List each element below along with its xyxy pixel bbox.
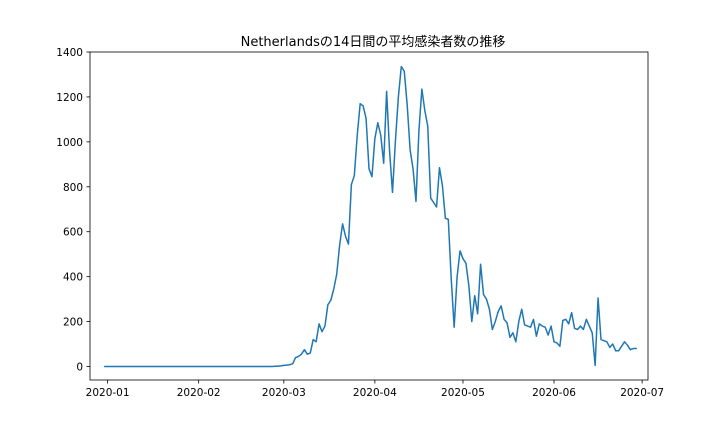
x-tick-label: 2020-03 [262,387,306,399]
y-tick-label: 200 [63,317,83,329]
x-tick-label: 2020-05 [441,387,485,399]
chart-title: Netherlandsの14日間の平均感染者数の推移 [241,34,506,50]
y-axis: 0 200 400 600 800 1000 1200 1400 [56,47,90,374]
x-tick-label: 2020-04 [353,387,397,399]
plot-frame [89,51,649,381]
y-tick-label: 800 [63,182,83,194]
y-tick-label: 1400 [56,47,83,59]
y-tick-label: 400 [63,272,83,284]
y-tick-label: 1000 [56,137,83,149]
series-line [103,65,637,368]
x-tick-label: 2020-06 [532,387,576,399]
x-tick-label: 2020-02 [177,387,221,399]
y-tick-label: 1200 [56,92,83,104]
plot-series [103,65,637,368]
y-tick-label: 600 [63,227,83,239]
y-tick-label: 0 [76,362,83,374]
x-axis: 2020-01 2020-02 2020-03 2020-04 2020-05 2020-… [86,380,664,399]
x-tick-label: 2020-07 [620,387,664,399]
x-tick-label: 2020-01 [86,387,130,399]
